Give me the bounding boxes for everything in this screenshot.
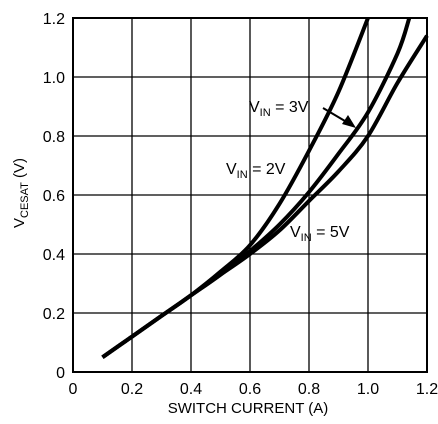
series-line-vin-3v [101,17,412,359]
x-axis-label: SWITCH CURRENT (A) [168,400,329,417]
x-tick-label: 0.4 [180,381,202,398]
plot-frame [72,17,428,373]
y-tick-label: 0.4 [43,247,65,264]
x-tick-label: 1.0 [357,381,379,398]
y-tick-label: 1.0 [43,70,65,87]
svg-text:VIN = 2V: VIN = 2V [226,161,286,181]
svg-text:VIN = 3V: VIN = 3V [249,99,309,119]
series-label-vin-3v: VIN = 3V [249,99,309,119]
x-tick-label: 0.8 [298,381,320,398]
svg-text:VIN = 5V: VIN = 5V [290,224,350,244]
y-tick-label: 0.2 [43,306,65,323]
series-label-vin-2v: VIN = 2V [226,161,286,181]
series-label-vin-5v: VIN = 5V [290,224,350,244]
curves [101,17,429,359]
x-tick-label: 1.2 [416,381,438,398]
y-tick-label: 0.6 [43,188,65,205]
x-tick-label: 0.2 [121,381,143,398]
vin-3v-leader-arrow [322,107,356,128]
tick-labels: 0 0.2 0.4 0.6 0.8 1.0 1.2 0 0.2 0.4 0.6 0.8 1.0 1.2 [43,11,438,398]
grid [72,17,428,373]
x-tick-label: 0 [69,381,78,398]
svg-text:VCESAT (V): VCESAT (V) [11,158,31,228]
y-tick-label: 1.2 [43,11,65,28]
x-tick-label: 0.6 [239,381,261,398]
y-axis-label: VCESAT (V) [11,158,31,228]
series-line-vin-5v [101,34,429,359]
y-tick-label: 0.8 [43,129,65,146]
y-tick-label: 0 [56,365,65,382]
series-line-vin-2v [101,17,370,359]
